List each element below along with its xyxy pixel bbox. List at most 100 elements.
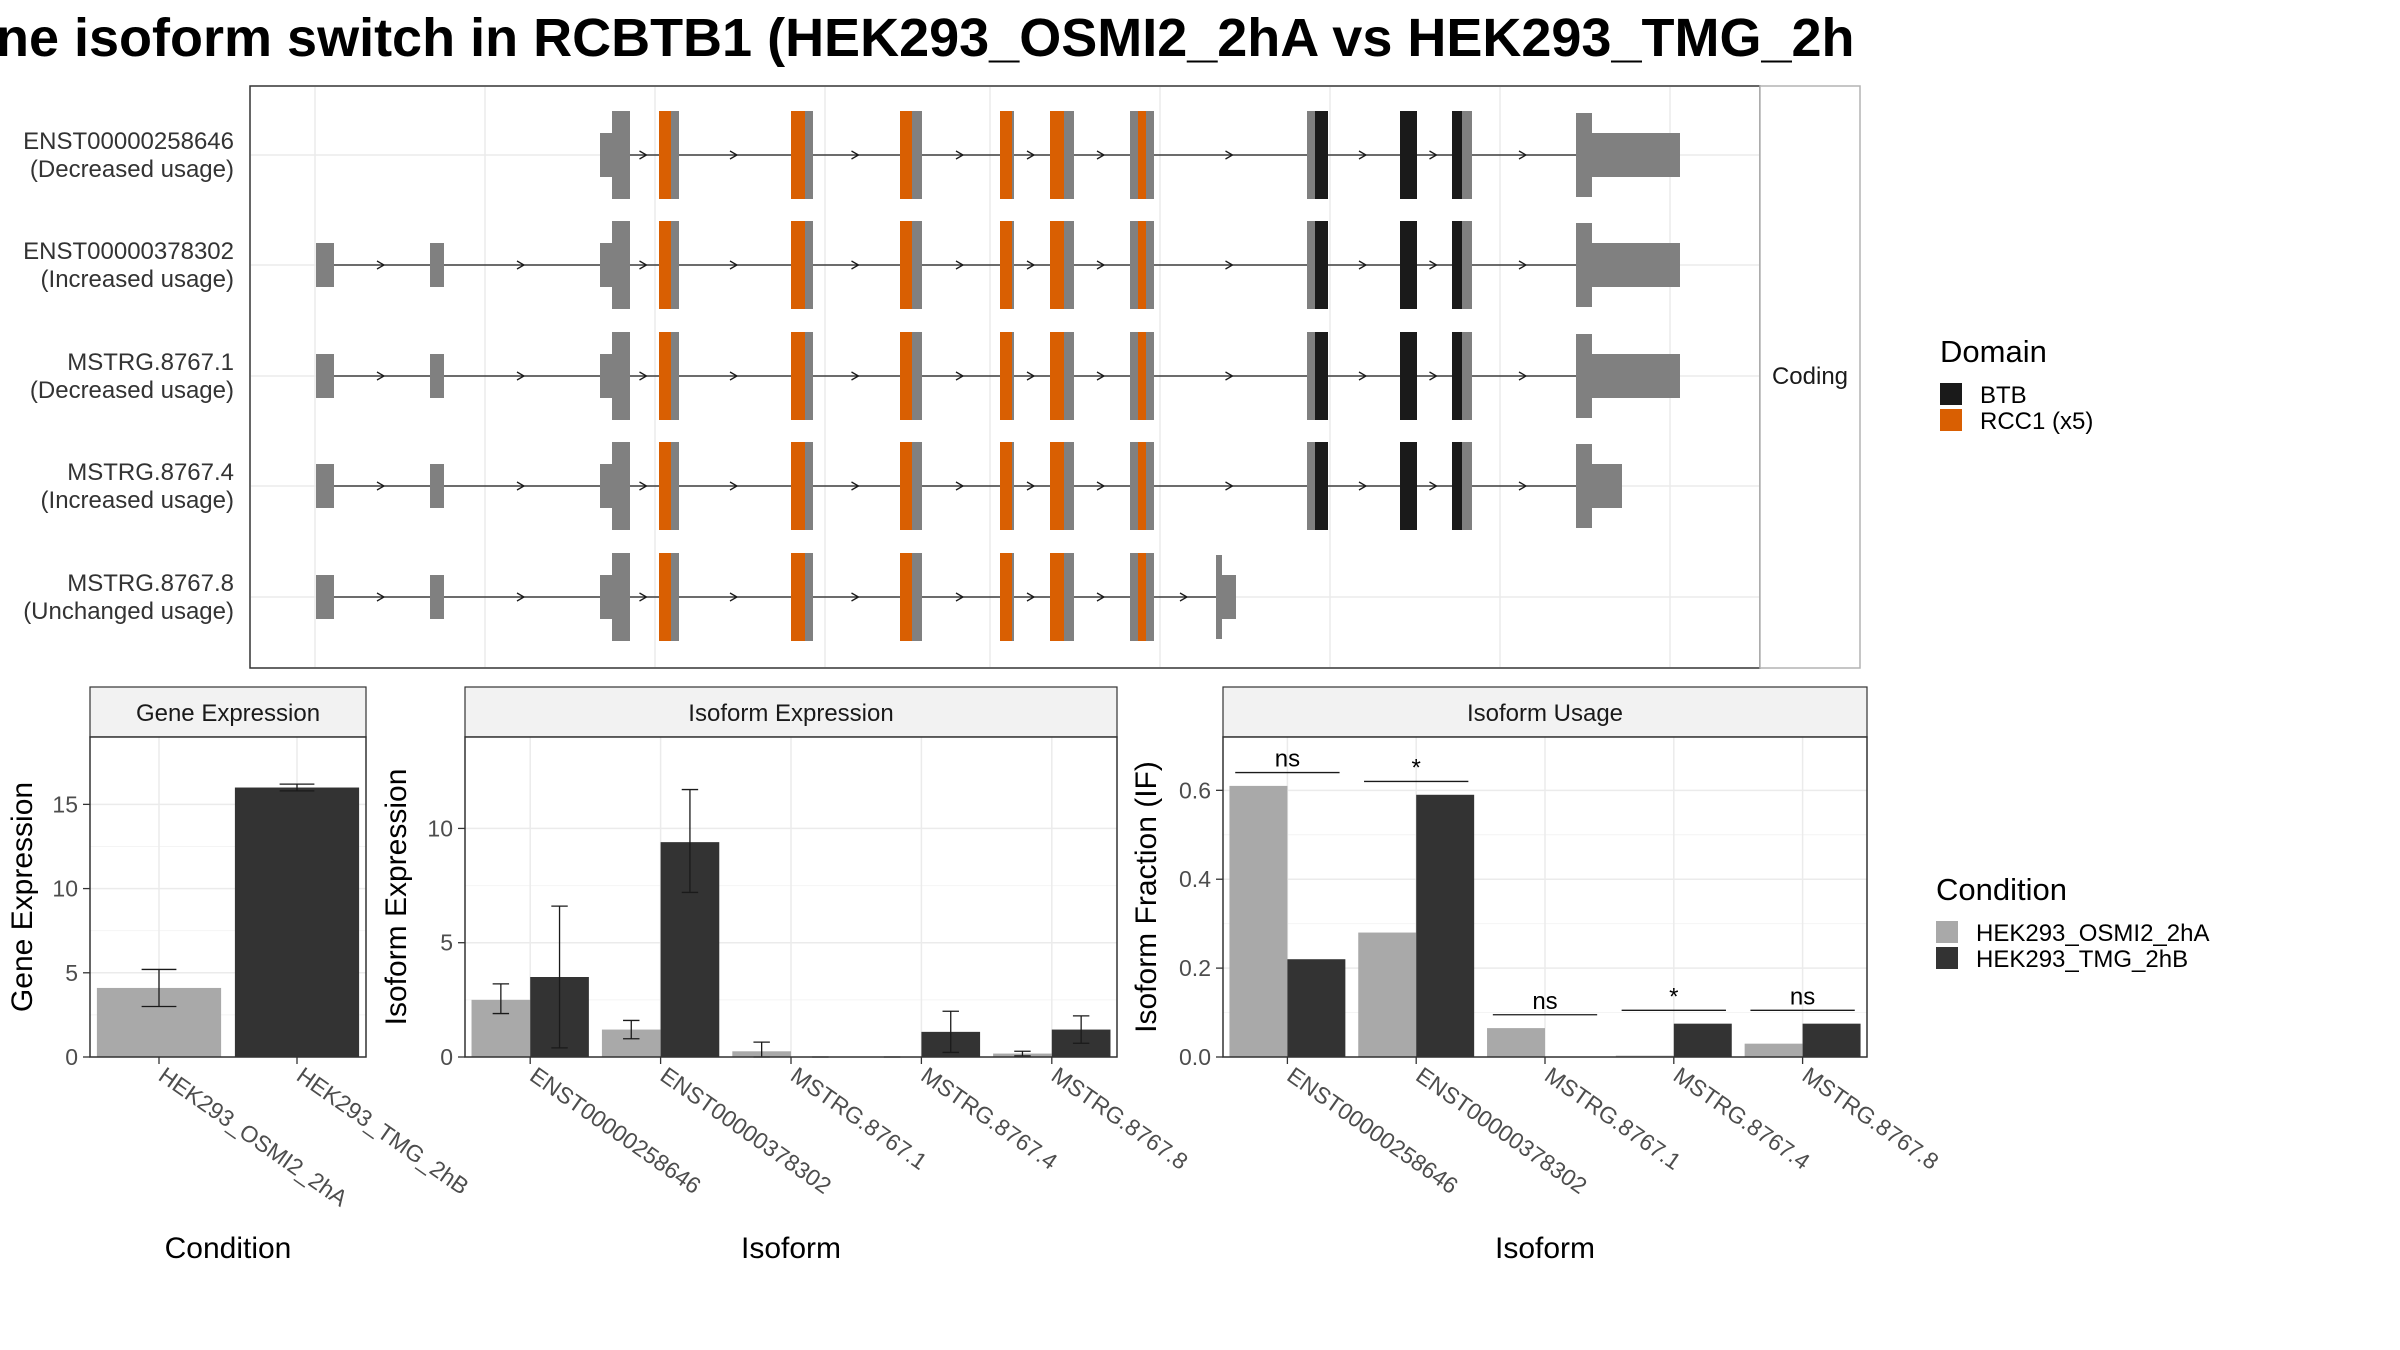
exon-segment — [1064, 442, 1074, 530]
exon-segment — [900, 221, 912, 309]
x-axis-title: Condition — [165, 1232, 292, 1265]
exon-segment — [671, 553, 679, 641]
utr-exon — [430, 464, 444, 508]
exon-segment — [1012, 332, 1014, 420]
utr-exon — [430, 354, 444, 398]
intron-arrow — [1225, 481, 1234, 491]
condition-legend-title: Condition — [1936, 872, 2067, 907]
intron-arrow — [1518, 150, 1528, 160]
intron-arrow — [1026, 371, 1036, 381]
y-tick-label: 0.6 — [1179, 777, 1211, 803]
exon-segment — [1064, 111, 1074, 199]
exon-segment — [671, 442, 679, 530]
exon-segment — [1576, 444, 1592, 528]
legend-label-rcc1: RCC1 (x5) — [1980, 408, 2093, 435]
exon-segment — [671, 111, 679, 199]
y-tick-label: 5 — [65, 960, 78, 986]
transcript-id-label: ENST00000258646 — [23, 128, 234, 155]
intron-arrow — [639, 592, 648, 602]
exon-segment — [791, 553, 805, 641]
transcript-usage-label: (Unchanged usage) — [23, 598, 234, 625]
utr-exon — [600, 354, 612, 398]
exon-segment — [1138, 332, 1146, 420]
exon-segment — [1146, 553, 1154, 641]
exon-segment — [612, 111, 630, 199]
intron-arrow — [1518, 260, 1528, 270]
transcript-id-label: ENST00000378302 — [23, 238, 234, 265]
exon-segment — [1462, 111, 1472, 199]
intron-arrow — [1225, 371, 1234, 381]
transcript-row — [316, 332, 1680, 420]
y-axis-title: Isoform Fraction (IF) — [1130, 761, 1163, 1033]
intron-arrow — [1096, 592, 1106, 602]
exon-segment — [1012, 111, 1014, 199]
exon-segment — [1000, 111, 1012, 199]
transcript-id-label: MSTRG.8767.1 — [67, 349, 234, 376]
exon-segment — [612, 442, 630, 530]
utr-exon — [600, 243, 612, 287]
exon-segment — [1000, 442, 1012, 530]
intron-arrow — [1225, 150, 1234, 160]
intron-arrow — [1429, 481, 1438, 491]
transcript-panel: Coding ENST00000258646(Decreased usage)E… — [23, 85, 1861, 669]
intron-arrow — [729, 260, 739, 270]
gene-expression-chart: Gene Expression051015HEK293_OSMI2_2hAHEK… — [6, 686, 474, 1265]
transcript-id-label: MSTRG.8767.8 — [67, 570, 234, 597]
legend-key-rcc1 — [1940, 409, 1962, 431]
intron-arrow — [1026, 150, 1036, 160]
intron-arrow — [376, 481, 386, 491]
intron-arrow — [516, 371, 526, 381]
exon-segment — [1576, 223, 1592, 307]
y-tick-label: 0.0 — [1179, 1044, 1211, 1070]
intron-arrow — [1429, 371, 1438, 381]
exon-segment — [1064, 221, 1074, 309]
intron-arrow — [1358, 260, 1368, 270]
utr-exon — [600, 464, 612, 508]
exon-segment — [661, 111, 671, 199]
exon-segment — [612, 332, 630, 420]
data-bar — [1358, 932, 1417, 1057]
significance-label: ns — [1790, 983, 1815, 1010]
intron-arrow — [1096, 481, 1106, 491]
exon-segment — [661, 332, 671, 420]
exon-segment — [805, 111, 813, 199]
coding-strip — [1759, 85, 1861, 669]
exon-segment — [1576, 113, 1592, 197]
exon-segment — [1138, 221, 1146, 309]
exon-segment — [1130, 332, 1138, 420]
exon-segment — [1307, 111, 1315, 199]
facet-strip-title: Gene Expression — [136, 700, 320, 727]
y-tick-label: 0.2 — [1179, 955, 1211, 981]
exon-segment — [912, 221, 922, 309]
exon-segment — [1452, 332, 1462, 420]
transcript-usage-label: (Increased usage) — [41, 487, 234, 514]
exon-segment — [1050, 221, 1064, 309]
intron-arrow — [851, 481, 860, 491]
exon-segment — [1012, 442, 1014, 530]
y-tick-label: 15 — [52, 791, 78, 817]
exon-segment — [1452, 442, 1462, 530]
intron-arrow — [1518, 371, 1528, 381]
exon-segment — [1000, 332, 1012, 420]
intron-arrow — [1026, 481, 1036, 491]
data-bar — [234, 787, 360, 1057]
transcript-row — [316, 442, 1622, 530]
figure-title: ne isoform switch in RCBTB1 (HEK293_OSMI… — [0, 8, 1855, 68]
intron-arrow — [1026, 592, 1036, 602]
facet-strip — [89, 686, 367, 738]
data-bar — [1802, 1023, 1861, 1057]
intron-arrow — [1026, 260, 1036, 270]
exon-segment — [1315, 442, 1328, 530]
exon-segment — [1064, 553, 1074, 641]
intron-arrow — [851, 260, 860, 270]
intron-arrow — [955, 481, 965, 491]
utr-exon — [316, 243, 334, 287]
intron-arrow — [376, 592, 386, 602]
exon-segment — [900, 332, 912, 420]
domain-legend: Domain BTB RCC1 (x5) — [1940, 334, 2093, 435]
exon-segment — [659, 332, 661, 420]
y-tick-label: 0 — [65, 1044, 78, 1070]
intron-arrow — [729, 481, 739, 491]
facet-strip-title: Isoform Usage — [1467, 700, 1623, 727]
significance-label: ns — [1532, 988, 1557, 1015]
